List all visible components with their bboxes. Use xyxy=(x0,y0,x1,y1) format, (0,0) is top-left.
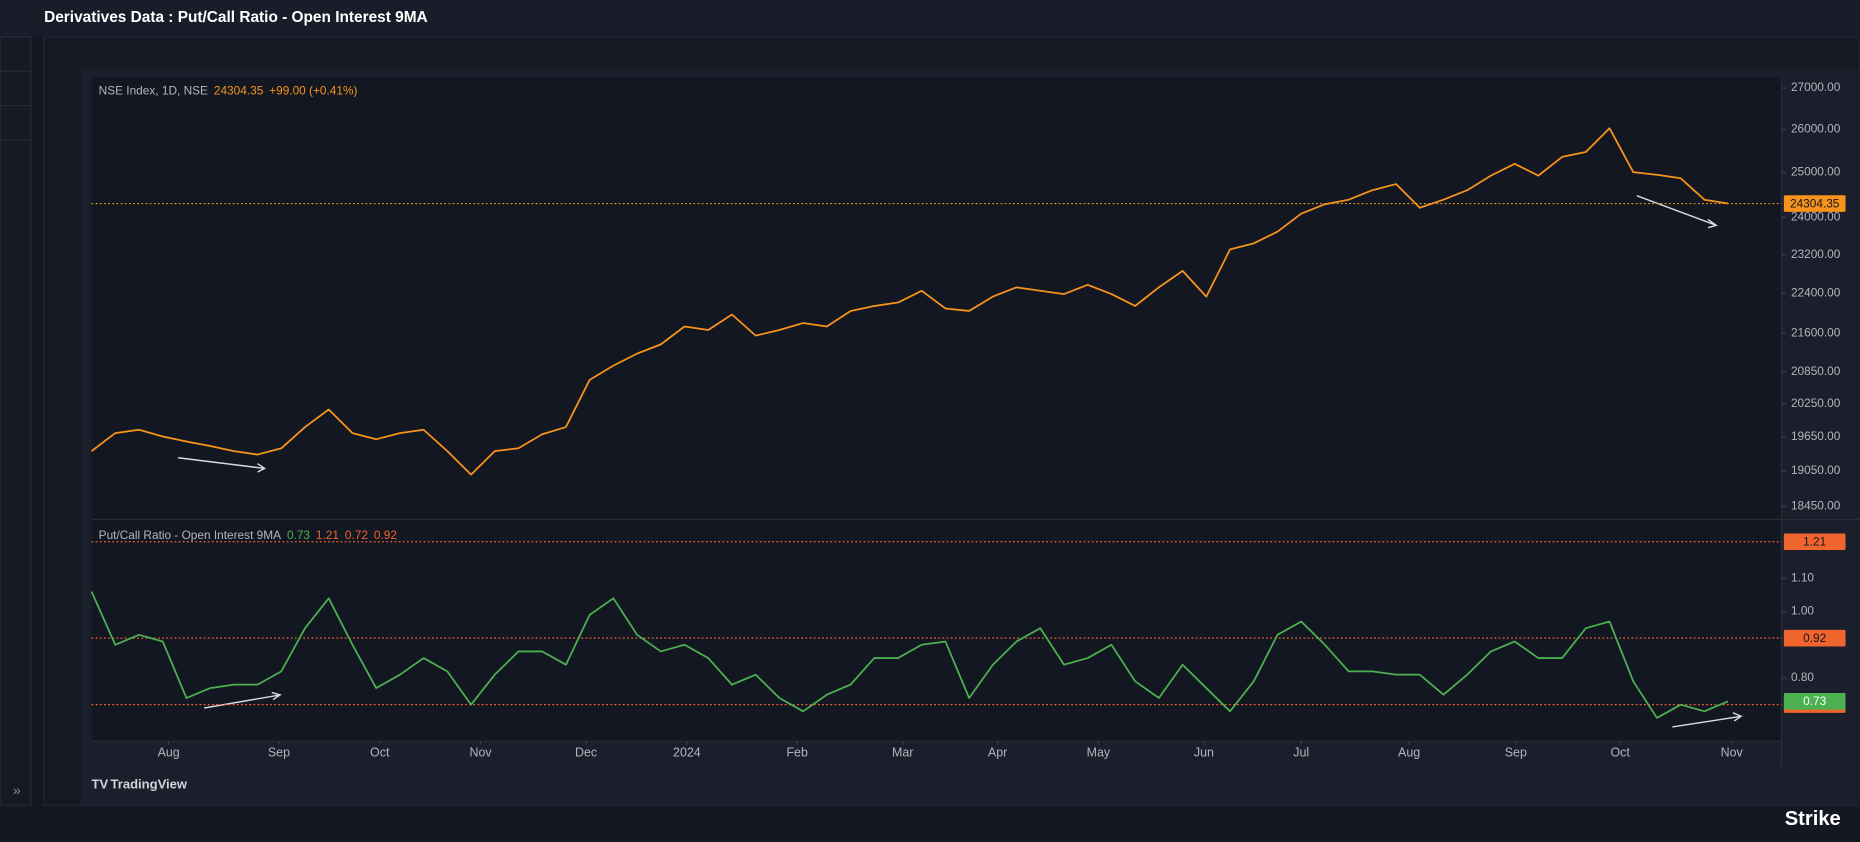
header-bar xyxy=(0,0,1860,36)
x-tick-label: Feb xyxy=(786,745,808,759)
x-tick-label: Nov xyxy=(469,745,492,759)
logo-text: TradingView xyxy=(111,777,188,792)
annotation-arrows xyxy=(178,195,1743,728)
y-tick-label: 25000.00 xyxy=(1791,165,1841,179)
arrow xyxy=(204,691,282,709)
price-badge-label: 0.92 xyxy=(1803,631,1826,645)
x-tick-label: May xyxy=(1087,745,1111,759)
x-tick-label: Aug xyxy=(1398,745,1420,759)
y-tick-label: 21600.00 xyxy=(1791,325,1841,339)
x-tick-label: Mar xyxy=(892,745,913,759)
price-badge xyxy=(1783,629,1846,647)
legend: Put/Call Ratio - Open Interest 9MA 0.73 1.… xyxy=(99,528,397,542)
x-tick-label: Apr xyxy=(988,745,1007,759)
y-tick-label: 24000.00 xyxy=(1791,210,1841,224)
expand-button[interactable]: » xyxy=(13,783,21,799)
y-tick-label: 22400.00 xyxy=(1791,285,1841,299)
x-tick-label: Jul xyxy=(1293,745,1309,759)
x-tick-label: Sep xyxy=(1505,745,1527,759)
legend-level-value: 0.72 xyxy=(345,528,368,542)
legend-level-value: 0.92 xyxy=(374,528,397,542)
y-tick-label: 27000.00 xyxy=(1791,80,1841,94)
price-badge xyxy=(1783,195,1846,212)
x-tick-label: Aug xyxy=(158,745,180,759)
price-badge xyxy=(1783,533,1846,551)
x-tick-label: Jun xyxy=(1194,745,1214,759)
x-tick-label: Dec xyxy=(575,745,597,759)
x-tick-label: Oct xyxy=(1611,745,1631,759)
price-badge-label: 1.21 xyxy=(1803,534,1826,548)
y-tick-label: 23200.00 xyxy=(1791,247,1841,261)
y-tick-label: 1.10 xyxy=(1791,570,1814,584)
y-tick-label: 0.80 xyxy=(1791,670,1814,684)
y-tick-label: 20850.00 xyxy=(1791,364,1841,378)
y-tick-label: 18450.00 xyxy=(1791,498,1841,512)
arrow xyxy=(1672,712,1743,728)
logo-icon: TV xyxy=(92,777,109,792)
y-tick-label: 1.00 xyxy=(1791,604,1814,618)
legend-change: +99.00 (+0.41%) xyxy=(269,83,357,97)
x-tick-label: Nov xyxy=(1721,745,1744,759)
x-tick-label: Sep xyxy=(268,745,290,759)
y-tick-label: 19650.00 xyxy=(1791,429,1841,443)
series-line xyxy=(91,127,1729,476)
legend-value: 24304.35 xyxy=(214,83,264,97)
y-tick-label: 20250.00 xyxy=(1791,396,1841,410)
arrow xyxy=(1636,195,1718,229)
legend-value: 0.73 xyxy=(287,528,310,542)
arrow xyxy=(178,457,267,473)
y-tick-label: 19050.00 xyxy=(1791,463,1841,477)
legend-level-value: 1.21 xyxy=(316,528,339,542)
price-badge-label: 0.73 xyxy=(1803,694,1826,708)
price-badge xyxy=(1783,693,1846,710)
sidebar xyxy=(0,36,32,806)
panes: 27000.00 26000.00 25000.00 24000.00 23200.00… xyxy=(90,80,1846,759)
legend-name: Put/Call Ratio - Open Interest 9MA xyxy=(99,528,281,542)
price-badge-label: 24304.35 xyxy=(1790,196,1840,210)
brand-logo: Strike xyxy=(1785,808,1841,830)
legend: NSE Index, 1D, NSE 24304.35 +99.00 (+0.41%… xyxy=(99,83,358,97)
series-line xyxy=(90,591,1729,719)
x-tick-label: Oct xyxy=(370,745,390,759)
page-title: Derivatives Data : Put/Call Ratio - Open… xyxy=(44,9,428,26)
plot-area xyxy=(91,77,1782,742)
tradingview-logo[interactable]: TV TradingView xyxy=(92,777,188,792)
legend-name: NSE Index, 1D, NSE xyxy=(99,83,208,97)
y-tick-label: 26000.00 xyxy=(1791,122,1841,136)
x-tick-label: 2024 xyxy=(673,745,701,759)
